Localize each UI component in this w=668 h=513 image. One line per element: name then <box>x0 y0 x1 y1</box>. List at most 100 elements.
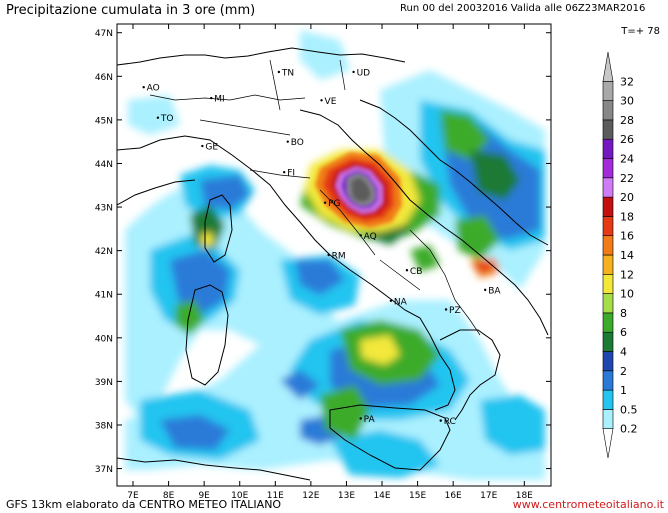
coastlines <box>117 47 549 481</box>
lat-label: 46N <box>95 73 113 83</box>
precipitation-core <box>315 152 402 228</box>
precipitation-field <box>125 30 545 480</box>
legend-swatch <box>602 389 614 410</box>
legend-level: 6 <box>620 326 627 339</box>
lat-label: 42N <box>95 247 113 257</box>
lon-label: 16E <box>445 491 462 501</box>
legend-swatch <box>602 273 614 294</box>
axis-ticks: 47N 46N 45N 44N 43N 42N 41N 40N 39N 38N 37N 7E 8E 9E 1… <box>95 24 551 501</box>
city-dot <box>156 116 160 119</box>
legend-level: 4 <box>620 346 627 359</box>
legend-level: 8 <box>620 307 627 320</box>
legend-arrow-top <box>602 51 614 82</box>
city-label: NA <box>394 297 408 307</box>
city-dot <box>277 70 281 74</box>
lon-label: 10E <box>231 491 248 501</box>
legend-swatch <box>602 409 614 429</box>
city-label: TO <box>160 114 174 124</box>
map-title: Precipitazione cumulata in 3 ore (mm) <box>6 3 256 18</box>
city-label: RC <box>444 417 456 427</box>
city-dot <box>323 201 327 204</box>
legend-level: 32 <box>620 75 634 88</box>
lat-label: 43N <box>95 204 113 214</box>
city-label: PG <box>328 199 340 209</box>
legend-swatch <box>602 138 614 159</box>
regional-borders <box>149 59 481 336</box>
legend-swatch <box>602 370 614 391</box>
legend-swatch <box>602 235 614 256</box>
website-link[interactable]: www.centrometeoitaliano.it <box>512 498 664 511</box>
lon-label: 8E <box>163 491 175 501</box>
map-frame <box>116 23 552 487</box>
legend-level: 24 <box>620 153 634 166</box>
legend-swatch <box>602 119 614 140</box>
city-label: BA <box>488 286 501 296</box>
legend-level: 22 <box>620 172 634 185</box>
legend-swatch <box>602 158 614 179</box>
lon-label: 12E <box>302 491 319 501</box>
legend-level: 10 <box>620 288 634 301</box>
legend-level: 28 <box>620 114 634 127</box>
lon-label: 13E <box>338 491 355 501</box>
lon-label: 18E <box>516 491 533 501</box>
city-dot <box>359 417 362 420</box>
lat-label: 37N <box>95 465 113 475</box>
city-label: PA <box>364 415 376 425</box>
city-label: PZ <box>449 306 461 316</box>
legend-level: 20 <box>620 191 634 204</box>
legend-swatch <box>602 293 614 314</box>
lat-label: 40N <box>95 334 113 344</box>
legend-swatch <box>602 331 614 352</box>
legend-swatch <box>602 81 614 101</box>
legend-level: 26 <box>620 133 634 146</box>
legend-swatch <box>602 177 614 198</box>
city-label: UD <box>357 68 371 78</box>
city-dot <box>444 308 448 311</box>
city-dot <box>201 144 204 148</box>
city-label: AQ <box>364 232 377 242</box>
city-label: FI <box>287 169 295 179</box>
city-dot <box>439 419 442 422</box>
city-label: TN <box>281 68 294 78</box>
lat-label: 41N <box>95 291 113 301</box>
city-dot <box>210 96 213 100</box>
city-dot <box>359 234 362 237</box>
legend-level: 18 <box>620 210 634 223</box>
legend-level: 12 <box>620 268 634 281</box>
run-info: Run 00 del 20032016 Valida alle 06Z23MAR… <box>400 3 646 14</box>
lat-label: 47N <box>95 29 113 39</box>
city-dot <box>483 288 487 292</box>
legend-swatch <box>602 312 614 333</box>
lon-label: 14E <box>373 491 390 501</box>
lon-label: 11E <box>267 491 284 501</box>
city-label: GE <box>205 143 218 153</box>
city-dot <box>389 299 393 302</box>
legend-level: 16 <box>620 230 634 243</box>
legend-level: 0.2 <box>620 423 638 436</box>
legend-level: 1 <box>620 384 627 397</box>
lon-label: 9E <box>198 491 210 501</box>
legend-level: 14 <box>620 249 634 262</box>
city-markers: AO MI TO TN UD VE GE BO FI PG AQ RM CB BA NA PZ PA RC <box>142 68 501 427</box>
legend-swatch <box>602 254 614 275</box>
city-dot <box>286 140 289 143</box>
lat-label: 44N <box>95 160 113 170</box>
lat-label: 45N <box>95 116 113 126</box>
legend-level: 30 <box>620 95 634 108</box>
city-dot <box>405 269 409 272</box>
city-label: RM <box>332 252 346 262</box>
city-label: BO <box>291 138 304 148</box>
footer-credit: GFS 13km elaborato da CENTRO METEO ITALI… <box>6 498 282 511</box>
lon-label: 15E <box>409 491 426 501</box>
city-label: MI <box>214 95 224 105</box>
city-label: CB <box>410 267 422 277</box>
legend-swatch <box>602 100 614 121</box>
forecast-timestep: T=+ 78 <box>621 26 660 37</box>
city-dot <box>282 170 286 174</box>
lat-label: 38N <box>95 421 113 431</box>
lon-label: 17E <box>480 491 497 501</box>
legend-swatch <box>602 216 614 236</box>
legend-arrow-bottom <box>602 428 614 459</box>
city-dot <box>142 85 145 89</box>
